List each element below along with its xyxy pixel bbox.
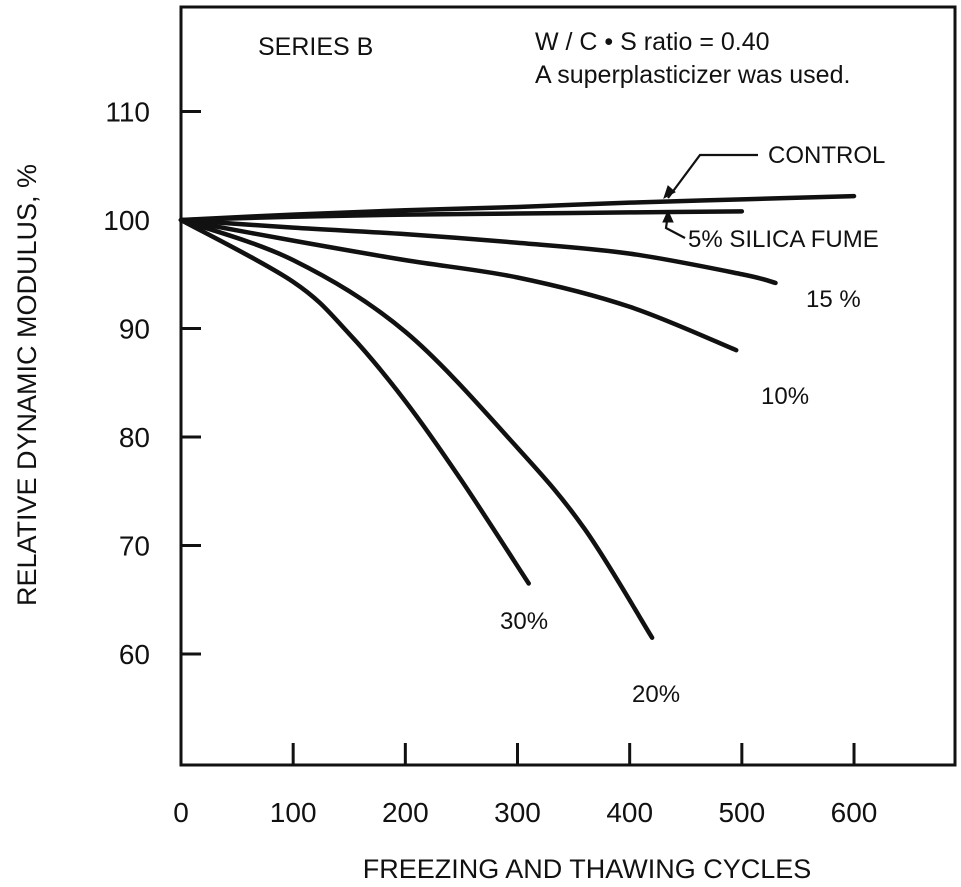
x-tick-label: 400 [606, 797, 653, 828]
curve-label-control: CONTROL [768, 142, 885, 169]
x-axis-title: FREEZING AND THAWING CYCLES [363, 854, 812, 884]
curve-labels: CONTROL 5% SILICA FUME 15 % 10% 20% 30% [500, 142, 885, 708]
curve-label-30: 30% [500, 608, 548, 635]
series-line-15 [178, 217, 778, 286]
y-axis-ticks: 60 70 80 90 100 110 [103, 97, 201, 670]
series-line-30 [178, 217, 531, 586]
x-tick-label: 0 [173, 797, 189, 828]
superplasticizer-annotation: A superplasticizer was used. [535, 61, 850, 89]
y-tick-label: 90 [119, 314, 150, 345]
curve-label-15: 15 % [806, 286, 861, 313]
series-line-10 [178, 217, 739, 353]
x-tick-label: 200 [382, 797, 429, 828]
ratio-annotation: W / C • S ratio = 0.40 [535, 28, 770, 56]
curve-label-5-silica-fume: 5% SILICA FUME [688, 226, 879, 253]
series-line-5-silica-fume [178, 209, 745, 223]
x-axis-ticks: 0 100 200 300 400 500 600 [173, 743, 877, 828]
y-axis-title: RELATIVE DYNAMIC MODULUS, % [12, 164, 42, 606]
curve-label-20: 20% [632, 681, 680, 708]
y-tick-label: 70 [119, 531, 150, 562]
y-tick-label: 60 [119, 639, 150, 670]
y-tick-label: 80 [119, 422, 150, 453]
control-leader-arrowhead [663, 185, 676, 200]
plot-frame [179, 5, 957, 767]
x-tick-label: 300 [494, 797, 541, 828]
silica-fume-leader-arrowhead [662, 209, 674, 223]
x-tick-label: 600 [831, 797, 878, 828]
control-leader [667, 153, 758, 199]
y-tick-label: 110 [105, 97, 150, 128]
label-leaders [662, 153, 758, 239]
x-tick-label: 500 [718, 797, 765, 828]
series-line-20 [178, 217, 655, 640]
x-tick-label: 100 [270, 797, 317, 828]
y-tick-label: 100 [103, 205, 150, 236]
data-curves [178, 193, 857, 640]
series-title: SERIES B [258, 33, 373, 61]
curve-label-10: 10% [761, 383, 809, 410]
